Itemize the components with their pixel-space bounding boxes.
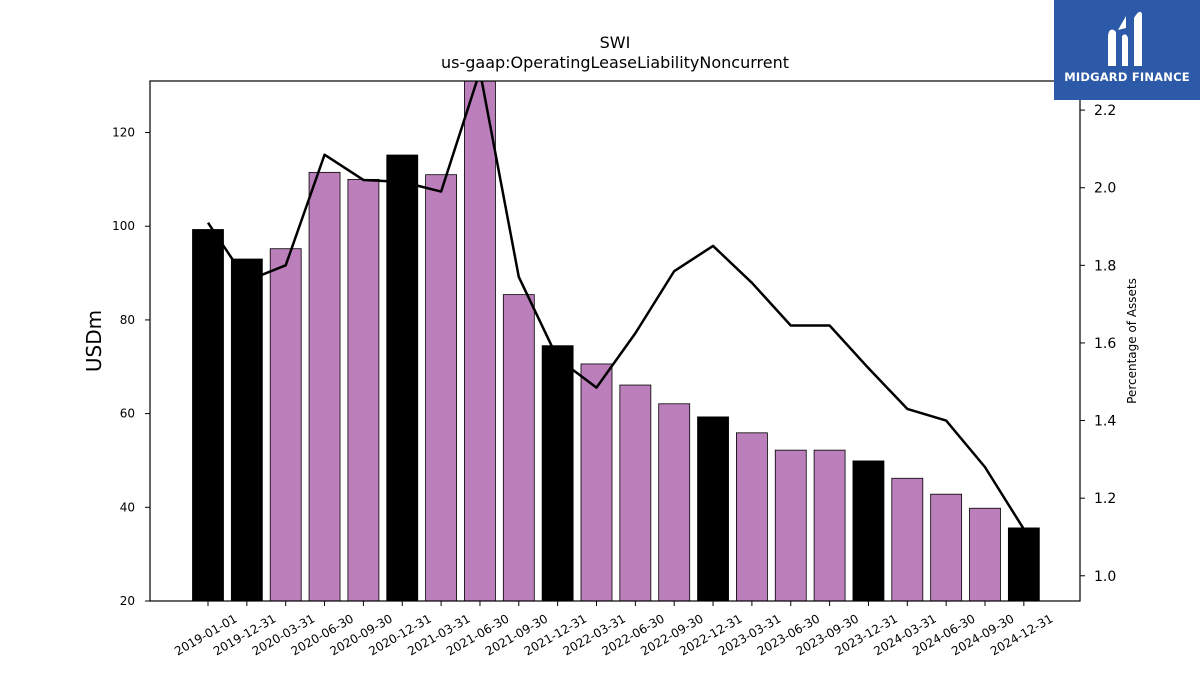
chart-title: SWI xyxy=(600,33,631,52)
bar-2019-01-01 xyxy=(192,229,224,602)
chart-subtitle: us-gaap:OperatingLeaseLiabilityNoncurren… xyxy=(441,53,789,72)
bar-2023-06-30 xyxy=(774,449,807,602)
bar-2022-12-31 xyxy=(697,416,729,602)
plot-frame xyxy=(149,80,1081,602)
brand-logo: MIDGARD FINANCE xyxy=(1054,0,1200,100)
bar-2020-03-31 xyxy=(269,248,302,602)
y-tick-label: 60 xyxy=(120,407,135,421)
bar-2021-12-31 xyxy=(541,345,574,602)
bar-2021-06-30 xyxy=(464,80,496,602)
bar-2020-09-30 xyxy=(347,178,380,602)
y-tick-label: 20 xyxy=(120,594,135,608)
bar-2024-12-31 xyxy=(1007,527,1040,602)
y2-tick-label: 1.6 xyxy=(1094,336,1116,352)
y-axis-left: 20 40 60 80 100 120 xyxy=(112,126,150,608)
bar-2020-12-31 xyxy=(386,154,419,602)
y2-tick-label: 2.2 xyxy=(1094,103,1116,119)
y2-tick-label: 1.0 xyxy=(1094,569,1116,585)
bar-2024-03-31 xyxy=(891,477,924,602)
bar-2022-09-30 xyxy=(658,403,691,602)
y2-axis-label: Percentage of Assets xyxy=(1125,278,1139,404)
y2-tick-label: 2.0 xyxy=(1094,181,1116,197)
bar-2023-12-31 xyxy=(852,460,885,602)
y2-tick-label: 1.4 xyxy=(1094,414,1116,430)
percentage-line xyxy=(206,81,1025,530)
bar-2019-12-31 xyxy=(230,258,263,602)
logo-mark-icon xyxy=(1108,11,1142,66)
bar-2023-03-31 xyxy=(736,432,768,602)
y-axis-right: 1.0 1.2 1.4 1.6 1.8 2.0 2.2 xyxy=(1080,103,1116,585)
bars-group xyxy=(192,80,1040,602)
bar-2020-06-30 xyxy=(308,171,341,602)
y-tick-label: 100 xyxy=(112,219,135,233)
bar-2024-06-30 xyxy=(930,493,963,602)
y-axis-label: USDm xyxy=(82,310,106,372)
y2-tick-label: 1.2 xyxy=(1094,491,1116,507)
bar-2021-09-30 xyxy=(502,294,535,602)
bar-2022-06-30 xyxy=(619,384,652,602)
bar-2021-03-31 xyxy=(425,174,458,602)
x-axis: 2019-01-012019-12-312020-03-312020-06-30… xyxy=(172,601,1055,658)
logo-text: MIDGARD FINANCE xyxy=(1064,70,1190,84)
bar-2024-09-30 xyxy=(969,507,1001,602)
bar-2022-03-31 xyxy=(580,363,613,602)
y2-tick-label: 1.8 xyxy=(1094,258,1116,274)
y-tick-label: 120 xyxy=(112,126,135,140)
y-tick-label: 80 xyxy=(120,313,135,327)
y-tick-label: 40 xyxy=(120,500,135,514)
bar-2023-09-30 xyxy=(813,449,846,602)
